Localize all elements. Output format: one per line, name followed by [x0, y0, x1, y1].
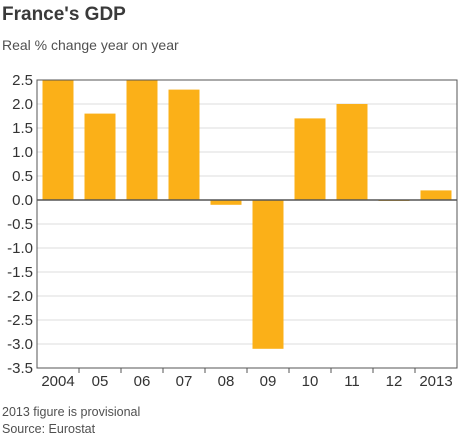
y-tick-label: 0.5: [12, 168, 33, 185]
x-tick-label: 06: [134, 373, 151, 390]
y-axis-ticks: 2.5 2.0 1.5 1.0 0.5 0.0 -0.5 -1.0 -1.5 -2.0 -2.5 -3…: [7, 72, 33, 377]
bar-10: [294, 118, 326, 200]
x-tick-label: 2013: [419, 373, 452, 390]
x-tick-label: 05: [92, 373, 109, 390]
bar-2013: [420, 190, 452, 200]
y-tick-label: 1.0: [12, 144, 33, 161]
bar-08: [210, 200, 242, 205]
y-tick-label: -1.5: [7, 264, 33, 281]
x-tick-label: 09: [260, 373, 277, 390]
footnote-provisional: 2013 figure is provisional: [2, 405, 141, 419]
chart-title: France's GDP: [2, 4, 126, 25]
bar-2004: [42, 80, 74, 200]
y-tick-label: 2.0: [12, 96, 33, 113]
bars: [42, 80, 452, 349]
y-tick-label: -3.0: [7, 336, 33, 353]
source-note: Source: Eurostat: [2, 422, 96, 436]
bar-05: [84, 113, 116, 200]
bar-06: [126, 80, 158, 200]
x-tick-label: 12: [386, 373, 403, 390]
x-tick-label: 11: [344, 373, 360, 390]
bar-11: [336, 104, 368, 200]
x-axis-ticks: 2004 05 06 07 08 09 10 11 12 2013: [41, 368, 453, 390]
y-tick-label: 0.0: [12, 192, 33, 209]
y-tick-label: -2.5: [7, 312, 33, 329]
y-tick-label: 1.5: [12, 120, 33, 137]
y-tick-label: -0.5: [7, 216, 33, 233]
bar-09: [252, 200, 284, 349]
y-tick-label: -1.0: [7, 240, 33, 257]
x-tick-label: 07: [176, 373, 193, 390]
x-tick-label: 08: [218, 373, 235, 390]
x-tick-label: 2004: [41, 373, 74, 390]
chart-subtitle: Real % change year on year: [2, 37, 179, 53]
y-tick-label: 2.5: [12, 72, 33, 89]
y-tick-label: -3.5: [7, 360, 33, 377]
x-tick-label: 10: [302, 373, 319, 390]
y-tick-label: -2.0: [7, 288, 33, 305]
bar-07: [168, 89, 200, 200]
